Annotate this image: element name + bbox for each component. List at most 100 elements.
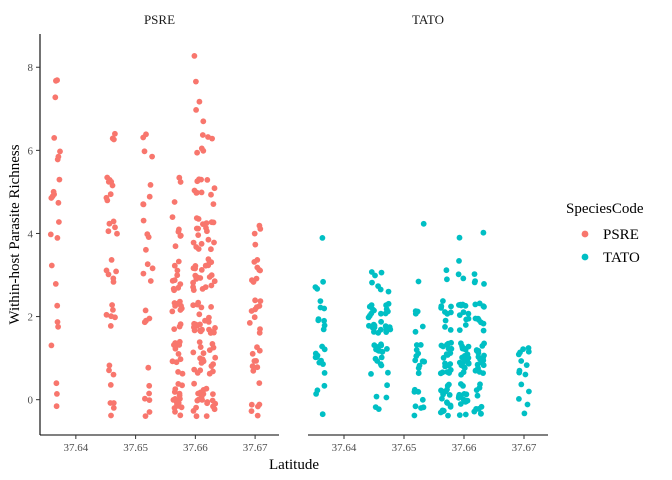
data-point-tato bbox=[317, 304, 324, 311]
data-point-psre bbox=[195, 246, 202, 252]
data-point-psre bbox=[256, 380, 263, 386]
data-point-psre bbox=[112, 224, 118, 231]
data-point-psre bbox=[171, 199, 178, 205]
data-point-tato bbox=[463, 391, 470, 398]
data-point-psre bbox=[175, 284, 182, 291]
data-point-tato bbox=[415, 370, 422, 377]
data-point-psre bbox=[147, 278, 154, 284]
data-point-psre bbox=[48, 342, 55, 349]
data-point-psre bbox=[251, 230, 258, 237]
data-point-psre bbox=[172, 386, 179, 392]
data-point-psre bbox=[246, 320, 253, 326]
data-point-psre bbox=[142, 413, 149, 419]
data-point-tato bbox=[378, 269, 385, 276]
data-point-psre bbox=[205, 319, 212, 325]
data-point-psre bbox=[257, 326, 263, 332]
data-point-psre bbox=[193, 107, 200, 113]
data-point-psre bbox=[206, 347, 213, 353]
data-point-tato bbox=[516, 396, 522, 402]
strip-label: PSRE bbox=[144, 12, 175, 27]
data-point-psre bbox=[254, 344, 260, 351]
data-point-psre bbox=[110, 371, 117, 378]
data-point-tato bbox=[455, 394, 462, 401]
data-point-tato bbox=[523, 362, 530, 368]
data-point-psre bbox=[173, 359, 180, 366]
data-point-psre bbox=[211, 185, 218, 192]
data-point-tato bbox=[465, 310, 472, 317]
data-point-tato bbox=[412, 403, 419, 410]
data-point-psre bbox=[55, 153, 62, 160]
x-tick-label: 37.67 bbox=[243, 442, 268, 454]
x-tick-label: 37.65 bbox=[123, 442, 148, 454]
data-point-psre bbox=[141, 148, 148, 155]
data-point-psre bbox=[205, 236, 212, 243]
data-point-psre bbox=[177, 356, 184, 363]
data-point-psre bbox=[193, 78, 199, 85]
data-point-psre bbox=[206, 370, 213, 377]
data-point-tato bbox=[481, 352, 487, 359]
data-point-tato bbox=[319, 411, 326, 418]
data-point-tato bbox=[319, 235, 326, 241]
data-point-psre bbox=[253, 304, 260, 310]
data-point-tato bbox=[385, 369, 391, 376]
data-point-psre bbox=[249, 350, 256, 357]
data-point-psre bbox=[143, 131, 149, 138]
data-point-tato bbox=[378, 342, 385, 349]
data-point-tato bbox=[472, 301, 479, 308]
data-point-tato bbox=[447, 361, 454, 367]
data-point-tato bbox=[415, 278, 422, 285]
data-point-tato bbox=[447, 403, 454, 410]
data-point-psre bbox=[172, 301, 179, 308]
data-point-tato bbox=[321, 322, 328, 329]
data-point-psre bbox=[53, 380, 60, 387]
data-point-tato bbox=[464, 397, 471, 404]
data-point-psre bbox=[53, 403, 60, 410]
data-point-psre bbox=[190, 349, 197, 356]
data-point-psre bbox=[251, 314, 258, 321]
data-point-psre bbox=[105, 228, 112, 235]
data-point-psre bbox=[208, 304, 215, 310]
data-point-tato bbox=[417, 342, 424, 348]
data-point-psre bbox=[208, 191, 214, 198]
data-point-psre bbox=[140, 270, 147, 277]
data-point-tato bbox=[368, 371, 374, 377]
data-point-psre bbox=[176, 174, 183, 181]
data-point-tato bbox=[384, 346, 390, 352]
data-point-psre bbox=[48, 262, 55, 269]
data-point-tato bbox=[440, 298, 446, 304]
data-point-psre bbox=[175, 400, 182, 406]
data-point-psre bbox=[194, 370, 201, 376]
data-point-psre bbox=[209, 397, 216, 404]
data-point-tato bbox=[445, 345, 452, 352]
data-point-tato bbox=[460, 309, 467, 316]
data-point-tato bbox=[477, 356, 483, 363]
data-point-psre bbox=[196, 311, 203, 318]
data-point-tato bbox=[317, 298, 324, 304]
data-point-tato bbox=[475, 350, 482, 356]
data-point-tato bbox=[448, 303, 454, 310]
data-point-tato bbox=[474, 392, 481, 399]
data-point-tato bbox=[472, 278, 478, 284]
data-point-psre bbox=[198, 393, 205, 400]
legend-swatch-tato bbox=[581, 253, 589, 261]
data-point-tato bbox=[465, 355, 472, 361]
data-point-psre bbox=[141, 319, 148, 326]
data-point-tato bbox=[438, 303, 445, 310]
strip-label: TATO bbox=[412, 12, 444, 27]
data-point-tato bbox=[473, 387, 480, 393]
data-point-psre bbox=[205, 262, 212, 269]
data-point-tato bbox=[378, 310, 384, 317]
data-point-tato bbox=[462, 346, 468, 352]
data-point-psre bbox=[175, 228, 182, 235]
data-point-tato bbox=[369, 279, 375, 286]
data-point-psre bbox=[103, 267, 110, 274]
data-point-psre bbox=[257, 298, 264, 304]
data-point-psre bbox=[143, 246, 149, 253]
data-point-tato bbox=[439, 388, 445, 394]
data-point-psre bbox=[114, 230, 120, 237]
data-point-psre bbox=[197, 321, 203, 328]
data-point-psre bbox=[175, 369, 182, 375]
data-point-psre bbox=[106, 362, 113, 369]
data-point-psre bbox=[190, 239, 197, 246]
y-tick-label: 6 bbox=[28, 145, 34, 157]
